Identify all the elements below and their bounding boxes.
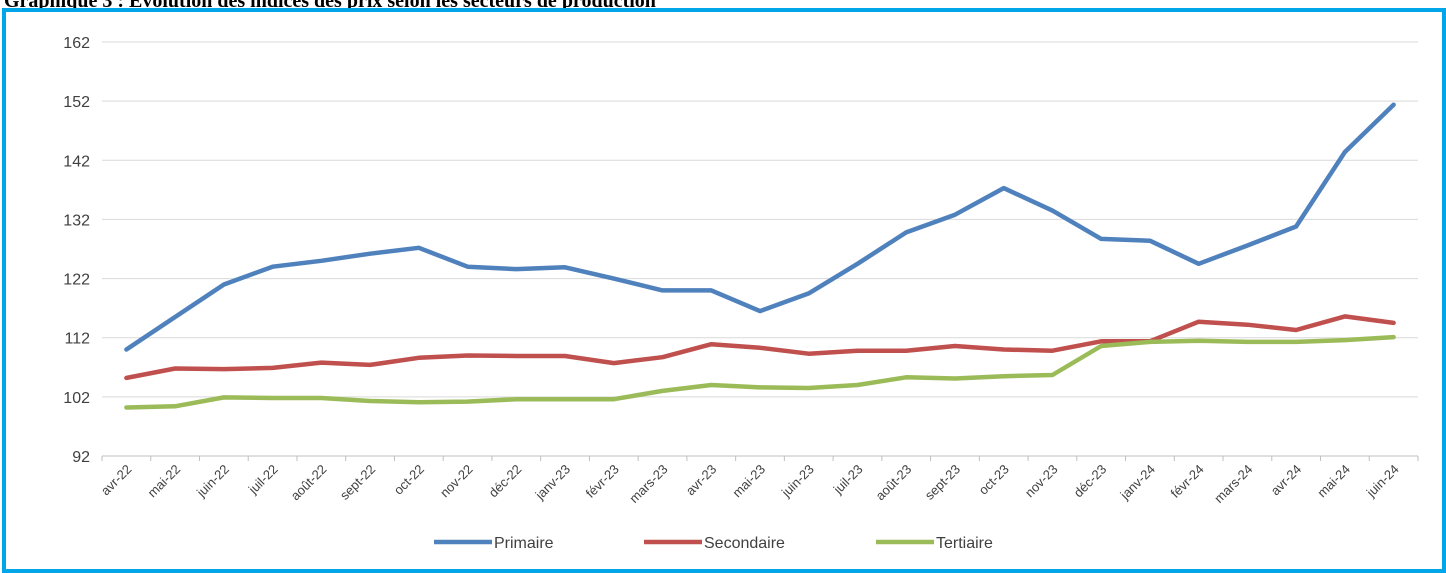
x-tick-label: mai-23 [729, 462, 768, 501]
chart-frame: 92 102 112 122 132 142 152 162 avr-22 mai-22 juin… [2, 8, 1446, 573]
x-tick-label: févr-24 [1168, 462, 1207, 501]
legend-label-tertiaire: Tertiaire [936, 535, 993, 552]
legend: Primaire Secondaire Tertiaire [434, 535, 993, 552]
chart-caption-text: Graphique 3 : Evolution des indices des … [4, 0, 656, 8]
x-tick-label: nov-22 [437, 462, 476, 501]
y-tick-label: 162 [63, 35, 90, 52]
x-tick-label: févr-23 [583, 462, 622, 501]
x-tick-label: déc-22 [486, 462, 525, 501]
x-tick-label: mars-23 [626, 462, 670, 506]
x-axis-ticks: avr-22 mai-22 juin-22 juil-22 août-22 sept-22… [98, 456, 1419, 506]
x-tick-label: déc-23 [1071, 462, 1110, 501]
x-tick-label: nov-23 [1022, 462, 1061, 501]
x-tick-label: avr-24 [1268, 462, 1305, 499]
y-tick-label: 132 [63, 212, 90, 229]
y-tick-label: 102 [63, 390, 90, 407]
x-tick-label: mai-22 [145, 462, 184, 501]
y-tick-label: 92 [72, 449, 90, 466]
x-tick-label: juil-23 [830, 462, 866, 498]
series-lines [124, 102, 1396, 410]
x-tick-label: juil-22 [245, 462, 281, 498]
x-tick-label: mars-24 [1211, 462, 1255, 506]
series-line-primaire [124, 102, 1396, 352]
x-tick-label: août-22 [288, 462, 330, 504]
y-axis-ticks: 92 102 112 122 132 142 152 162 [63, 35, 90, 466]
series-line-secondaire [124, 314, 1396, 381]
x-tick-label: oct-22 [391, 462, 427, 498]
x-tick-label: janv-24 [1117, 462, 1158, 503]
series-line-tertiaire [124, 334, 1396, 410]
x-tick-label: sept-22 [337, 462, 378, 503]
x-tick-label: sept-23 [922, 462, 963, 503]
x-tick-label: août-23 [873, 462, 915, 504]
y-tick-label: 152 [63, 94, 90, 111]
x-tick-label: avr-22 [98, 462, 135, 499]
x-tick-label: avr-23 [683, 462, 720, 499]
y-tick-label: 142 [63, 153, 90, 170]
legend-label-secondaire: Secondaire [704, 535, 785, 552]
chart-caption: Graphique 3 : Evolution des indices des … [0, 0, 1446, 8]
x-tick-label: juin-24 [1363, 462, 1402, 501]
y-tick-label: 122 [63, 272, 90, 289]
x-tick-label: oct-23 [976, 462, 1012, 498]
y-tick-label: 112 [64, 331, 90, 348]
legend-label-primaire: Primaire [494, 535, 554, 552]
x-tick-label: juin-23 [778, 462, 817, 501]
x-tick-label: juin-22 [193, 462, 232, 501]
x-tick-label: mai-24 [1314, 462, 1353, 501]
gridlines [102, 41, 1418, 457]
x-tick-label: janv-23 [532, 462, 573, 503]
